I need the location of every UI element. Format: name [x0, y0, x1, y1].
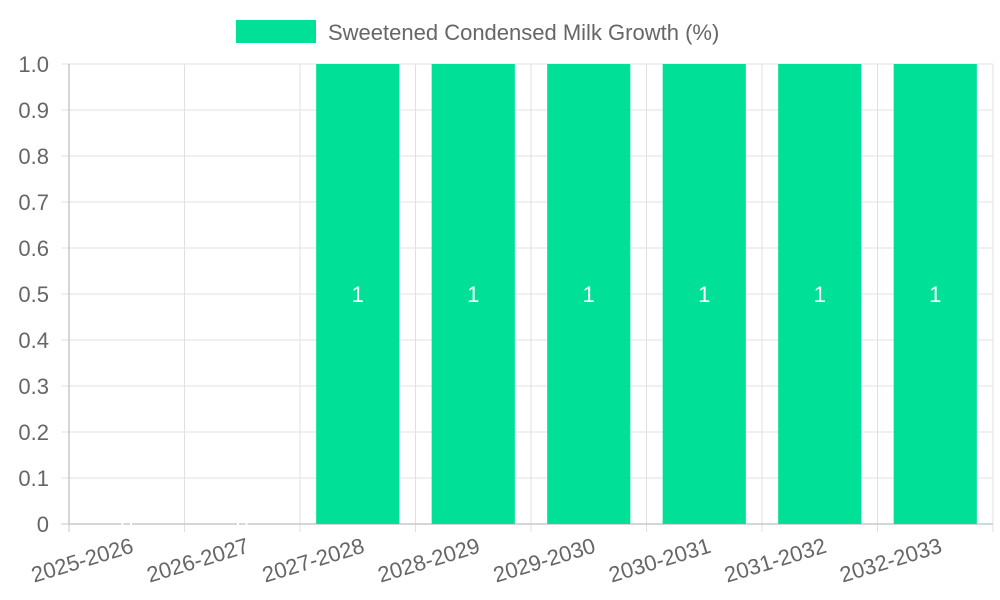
- bar[interactable]: [431, 64, 515, 524]
- x-tick-label: 2029-2030: [490, 533, 598, 588]
- y-tick-label: 0: [37, 512, 49, 537]
- x-tick-label: 2031-2032: [721, 533, 829, 588]
- y-axis-tick-labels: 0 0.1 0.2 0.3 0.4 0.5 0.6 0.7 0.8 0.9 1.0: [18, 52, 49, 537]
- y-tick-label: 0.4: [18, 328, 49, 353]
- legend-label: Sweetened Condensed Milk Growth (%): [328, 20, 719, 45]
- x-axis-tick-labels: 2025-2026 2026-2027 2027-2028 2028-2029 2029…: [28, 533, 944, 588]
- x-tick-label: 2025-2026: [28, 533, 136, 588]
- x-tick-label: 2028-2029: [375, 533, 483, 588]
- y-tick-label: 0.1: [18, 466, 49, 491]
- y-tick-label: 1.0: [18, 52, 49, 77]
- bar[interactable]: [662, 64, 746, 524]
- y-tick-label: 0.2: [18, 420, 49, 445]
- bar-value-label: 0: [121, 512, 133, 537]
- y-tick-label: 0.5: [18, 282, 49, 307]
- bar-value-label: 1: [929, 282, 941, 307]
- bar-value-label: 1: [352, 282, 364, 307]
- x-tick-label: 2030-2031: [606, 533, 714, 588]
- bar-value-label: 1: [698, 282, 710, 307]
- bars: [316, 64, 977, 524]
- legend-swatch: [236, 20, 316, 43]
- x-tick-label: 2032-2033: [837, 533, 945, 588]
- x-tick-label: 2026-2027: [144, 533, 252, 588]
- bar-value-label: 1: [467, 282, 479, 307]
- legend[interactable]: Sweetened Condensed Milk Growth (%): [236, 20, 719, 45]
- data-labels: 0 0 1 1 1 1 1 1: [121, 282, 942, 537]
- y-tick-label: 0.9: [18, 98, 49, 123]
- y-tick-label: 0.6: [18, 236, 49, 261]
- bar[interactable]: [547, 64, 631, 524]
- y-tick-label: 0.8: [18, 144, 49, 169]
- bar[interactable]: [316, 64, 400, 524]
- bar[interactable]: [778, 64, 862, 524]
- y-tick-label: 0.3: [18, 374, 49, 399]
- bar-value-label: 0: [236, 512, 248, 537]
- bar-value-label: 1: [583, 282, 595, 307]
- x-tick-label: 2027-2028: [259, 533, 367, 588]
- bar-value-label: 1: [814, 282, 826, 307]
- bar[interactable]: [893, 64, 977, 524]
- y-tick-label: 0.7: [18, 190, 49, 215]
